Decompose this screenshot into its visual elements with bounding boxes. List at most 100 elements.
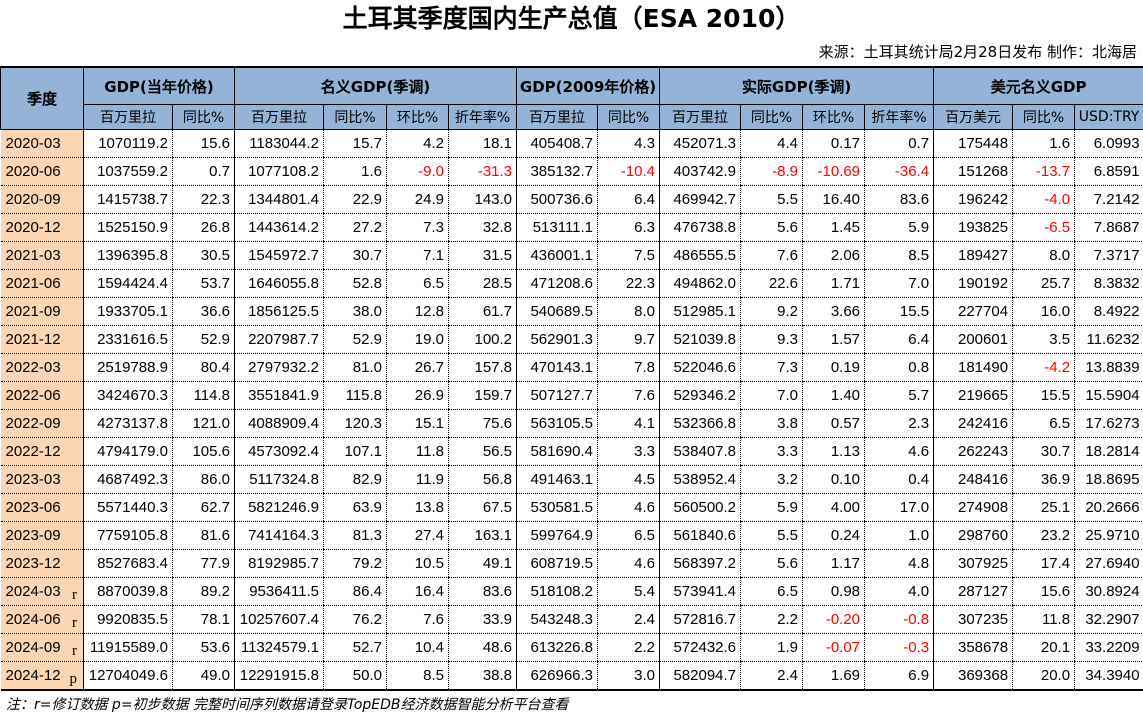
value-cell: 626966.3 bbox=[516, 661, 598, 691]
value-cell: 17.0 bbox=[864, 493, 934, 522]
table-row: 2020-03 1070119.2 15.6 1183044.2 15.7 4.2 18.1… bbox=[0, 129, 1143, 158]
revision-flag: p bbox=[69, 671, 78, 687]
quarter-cell: 2020-12 bbox=[0, 213, 84, 242]
value-cell: 4.4 bbox=[740, 129, 803, 158]
value-cell: 6.4 bbox=[597, 185, 660, 214]
value-cell: 11.8 bbox=[386, 437, 449, 466]
quarter-label: 2023-09 bbox=[5, 527, 61, 544]
value-cell: 9.2 bbox=[740, 297, 803, 326]
table-row: 2022-09 4273137.8 121.0 4088909.4 120.3 15.1 7… bbox=[0, 409, 1143, 438]
quarter-label: 2023-03 bbox=[5, 471, 61, 488]
value-cell: 100.2 bbox=[447, 325, 517, 354]
value-cell: 1545972.7 bbox=[234, 241, 324, 270]
value-cell: 8.4922 bbox=[1074, 297, 1143, 326]
value-cell: 538952.4 bbox=[659, 465, 741, 494]
quarter-label: 2024-09 bbox=[5, 639, 61, 656]
value-cell: -36.4 bbox=[864, 157, 934, 186]
value-cell: -10.69 bbox=[802, 157, 865, 186]
value-cell: 7.3 bbox=[386, 213, 449, 242]
value-cell: 11.9 bbox=[386, 465, 449, 494]
value-cell: 8.0 bbox=[597, 297, 660, 326]
value-cell: 157.8 bbox=[447, 353, 517, 382]
value-cell: 4.6 bbox=[864, 437, 934, 466]
value-cell: 521039.8 bbox=[659, 325, 741, 354]
value-cell: 28.5 bbox=[447, 269, 517, 298]
quarter-label: 2023-12 bbox=[5, 555, 61, 572]
value-cell: 1.6 bbox=[323, 157, 387, 186]
value-cell: 6.4 bbox=[864, 325, 934, 354]
value-cell: 27.4 bbox=[386, 521, 449, 550]
revision-flag: r bbox=[72, 643, 77, 659]
table-row: 2022-12 4794179.0 105.6 4573092.4 107.1 11.8 5… bbox=[0, 437, 1143, 466]
quarter-label: 2022-09 bbox=[5, 415, 61, 432]
value-cell: 121.0 bbox=[172, 409, 235, 438]
quarter-label: 2021-09 bbox=[5, 303, 61, 320]
value-cell: 34.3940 bbox=[1074, 661, 1143, 691]
value-cell: 5.5 bbox=[740, 185, 803, 214]
value-cell: 114.8 bbox=[172, 381, 235, 410]
value-cell: 7.6 bbox=[597, 381, 660, 410]
value-cell: 4.1 bbox=[597, 409, 660, 438]
value-cell: -31.3 bbox=[447, 157, 517, 186]
value-cell: 522046.6 bbox=[659, 353, 741, 382]
value-cell: 599764.9 bbox=[516, 521, 598, 550]
value-cell: 143.0 bbox=[447, 185, 517, 214]
value-cell: 3.66 bbox=[802, 297, 865, 326]
value-cell: 219665 bbox=[933, 381, 1013, 410]
value-cell: 4794179.0 bbox=[83, 437, 173, 466]
value-cell: 1.71 bbox=[802, 269, 865, 298]
quarter-cell: 2024-12 p bbox=[0, 661, 84, 691]
footer-note: 注：r=修订数据 p=初步数据 完整时间序列数据请登录TopEDB经济数据智能分… bbox=[6, 697, 569, 713]
table-row: 2022-06 3424670.3 114.8 3551841.9 115.8 26.9 1… bbox=[0, 381, 1143, 410]
value-cell: 13.8839 bbox=[1074, 353, 1143, 382]
value-cell: 1396395.8 bbox=[83, 241, 173, 270]
table-row: 2021-06 1594424.4 53.7 1646055.8 52.8 6.5 28.5… bbox=[0, 269, 1143, 298]
quarter-cell: 2020-09 bbox=[0, 185, 84, 214]
value-cell: 22.9 bbox=[323, 185, 387, 214]
table-row: 2024-09 r 11915589.0 53.6 11324579.1 52.7 10.4… bbox=[0, 633, 1143, 662]
value-cell: 25.9710 bbox=[1074, 521, 1143, 550]
value-cell: 36.6 bbox=[172, 297, 235, 326]
value-cell: 1646055.8 bbox=[234, 269, 324, 298]
value-cell: 1.45 bbox=[802, 213, 865, 242]
value-cell: 0.10 bbox=[802, 465, 865, 494]
value-cell: 7759105.8 bbox=[83, 521, 173, 550]
value-cell: 1.40 bbox=[802, 381, 865, 410]
value-cell: 17.6273 bbox=[1074, 409, 1143, 438]
value-cell: 3.5 bbox=[1012, 325, 1075, 354]
value-cell: 1.6 bbox=[1012, 129, 1075, 158]
quarter-label: 2024-12 bbox=[5, 667, 61, 684]
table-row: 2023-06 5571440.3 62.7 5821246.9 63.9 13.8 67.… bbox=[0, 493, 1143, 522]
value-cell: 4273137.8 bbox=[83, 409, 173, 438]
value-cell: 30.7 bbox=[323, 241, 387, 270]
value-cell: 2.2 bbox=[740, 605, 803, 634]
value-cell: 0.17 bbox=[802, 129, 865, 158]
quarter-cell: 2024-03 r bbox=[0, 577, 84, 606]
value-cell: 81.0 bbox=[323, 353, 387, 382]
value-cell: 1.17 bbox=[802, 549, 865, 578]
table-row: 2021-12 2331616.5 52.9 2207987.7 52.9 19.0 100… bbox=[0, 325, 1143, 354]
value-cell: 77.9 bbox=[172, 549, 235, 578]
value-cell: 2.4 bbox=[740, 661, 803, 691]
value-cell: 4687492.3 bbox=[83, 465, 173, 494]
value-cell: 86.0 bbox=[172, 465, 235, 494]
quarter-cell: 2022-03 bbox=[0, 353, 84, 382]
value-cell: 6.0993 bbox=[1074, 129, 1143, 158]
value-cell: 9536411.5 bbox=[234, 577, 324, 606]
value-cell: 16.40 bbox=[802, 185, 865, 214]
value-cell: 7.6 bbox=[386, 605, 449, 634]
value-cell: 27.2 bbox=[323, 213, 387, 242]
value-cell: 3.2 bbox=[740, 465, 803, 494]
value-cell: 1077108.2 bbox=[234, 157, 324, 186]
value-cell: 83.6 bbox=[447, 577, 517, 606]
value-cell: 33.2209 bbox=[1074, 633, 1143, 662]
value-cell: -10.4 bbox=[597, 157, 660, 186]
value-cell: 4.00 bbox=[802, 493, 865, 522]
quarter-cell: 2024-09 r bbox=[0, 633, 84, 662]
value-cell: 1933705.1 bbox=[83, 297, 173, 326]
value-cell: 50.0 bbox=[323, 661, 387, 691]
header-group: GDP(2009年价格) bbox=[516, 66, 661, 105]
value-cell: 0.98 bbox=[802, 577, 865, 606]
value-cell: 1344801.4 bbox=[234, 185, 324, 214]
value-cell: 200601 bbox=[933, 325, 1013, 354]
